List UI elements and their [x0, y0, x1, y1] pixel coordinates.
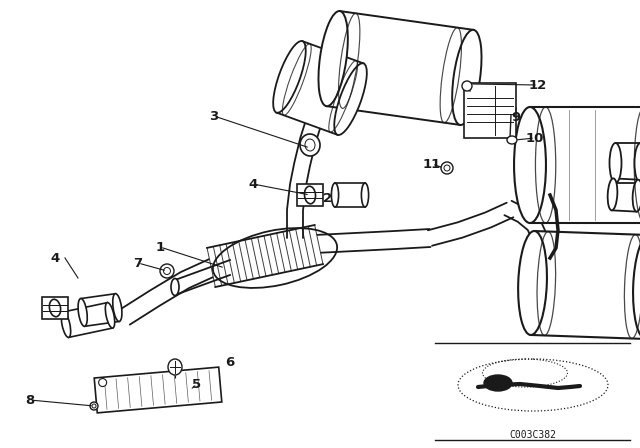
Text: 9: 9 — [511, 111, 520, 124]
Ellipse shape — [113, 294, 122, 322]
Polygon shape — [326, 11, 474, 125]
Text: 4: 4 — [51, 251, 60, 264]
Ellipse shape — [61, 312, 70, 337]
Ellipse shape — [171, 279, 179, 296]
Ellipse shape — [518, 231, 547, 335]
Text: C003C382: C003C382 — [509, 430, 557, 440]
Ellipse shape — [607, 178, 618, 210]
Ellipse shape — [106, 302, 115, 328]
Polygon shape — [207, 223, 323, 289]
Ellipse shape — [452, 30, 481, 125]
Ellipse shape — [633, 235, 640, 339]
Ellipse shape — [300, 134, 320, 156]
Ellipse shape — [273, 41, 306, 113]
Ellipse shape — [49, 299, 61, 317]
Text: 10: 10 — [526, 132, 544, 145]
Text: 4: 4 — [248, 177, 258, 190]
Ellipse shape — [168, 359, 182, 375]
Ellipse shape — [632, 180, 640, 211]
Ellipse shape — [92, 404, 96, 408]
Ellipse shape — [484, 375, 512, 391]
Ellipse shape — [319, 11, 348, 106]
Text: 11: 11 — [423, 158, 441, 171]
Circle shape — [444, 165, 450, 171]
Circle shape — [99, 379, 107, 387]
Ellipse shape — [78, 298, 87, 326]
Polygon shape — [531, 231, 640, 339]
Circle shape — [462, 81, 472, 91]
Polygon shape — [276, 41, 364, 135]
Ellipse shape — [334, 63, 367, 135]
Text: 3: 3 — [209, 109, 219, 122]
Text: 5: 5 — [193, 378, 202, 391]
Text: 1: 1 — [156, 241, 164, 254]
Text: 12: 12 — [529, 78, 547, 91]
Text: 7: 7 — [133, 257, 143, 270]
Ellipse shape — [362, 183, 369, 207]
Ellipse shape — [305, 139, 315, 151]
Circle shape — [163, 267, 170, 275]
Bar — [464, 82, 516, 138]
Ellipse shape — [332, 183, 339, 207]
Text: 8: 8 — [26, 393, 35, 406]
Text: 6: 6 — [225, 356, 235, 369]
Text: 2: 2 — [323, 191, 333, 204]
Ellipse shape — [305, 186, 316, 204]
Polygon shape — [322, 82, 372, 118]
FancyBboxPatch shape — [297, 184, 323, 206]
FancyBboxPatch shape — [42, 297, 68, 319]
Ellipse shape — [609, 143, 621, 183]
Circle shape — [160, 264, 174, 278]
Polygon shape — [121, 230, 431, 324]
Ellipse shape — [634, 143, 640, 183]
Polygon shape — [94, 367, 222, 413]
Ellipse shape — [514, 107, 546, 223]
Ellipse shape — [90, 402, 98, 410]
Polygon shape — [530, 107, 640, 223]
Ellipse shape — [507, 136, 517, 144]
Circle shape — [441, 162, 453, 174]
